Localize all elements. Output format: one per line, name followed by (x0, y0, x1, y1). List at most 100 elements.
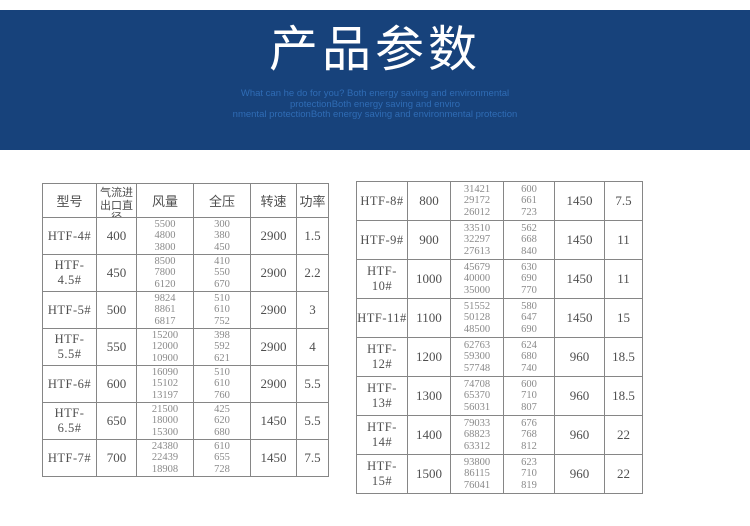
cell-power: 1.5 (296, 217, 329, 255)
cell-diameter: 500 (96, 291, 137, 329)
subtitle-line: nmental protectionBoth energy saving and… (232, 109, 518, 120)
subtitle-line: What can he do for you? Both energy savi… (240, 88, 510, 99)
cell-diameter: 900 (407, 220, 451, 260)
cell-power: 18.5 (604, 337, 643, 377)
cell-model: HTF-13# (356, 376, 408, 416)
cell-model: HTF-11# (356, 298, 408, 338)
cell-air-volume: 8500 7800 6120 (136, 254, 194, 292)
cell-air-volume: 74708 65370 56031 (450, 376, 504, 416)
cell-model: HTF-4.5# (42, 254, 97, 292)
cell-speed: 960 (554, 376, 605, 416)
cell-speed: 1450 (250, 402, 297, 440)
cell-total-pressure: 610 655 728 (193, 439, 251, 477)
cell-total-pressure: 623 710 819 (503, 454, 555, 494)
cell-speed: 960 (554, 454, 605, 494)
cell-air-volume: 31421 29172 26012 (450, 181, 504, 221)
cell-diameter: 650 (96, 402, 137, 440)
cell-diameter: 1000 (407, 259, 451, 299)
cell-power: 11 (604, 220, 643, 260)
subtitle-line: protectionBoth energy saving and enviro (289, 98, 461, 110)
table-row: HTF-5# 500 9824 8861 6817 510 610 752 2900 3 (42, 291, 329, 329)
cell-speed: 1450 (250, 439, 297, 477)
cell-model: HTF-6# (42, 365, 97, 403)
table-row: HTF-7# 700 24380 22439 18908 610 655 728 1450 7.5 (42, 439, 329, 477)
cell-power: 3 (296, 291, 329, 329)
header-diameter: 气流进出口直径 (96, 183, 137, 218)
cell-model: HTF-7# (42, 439, 97, 477)
table-row: HTF-6# 600 16090 15102 13197 510 610 760 2900 5.5 (42, 365, 329, 403)
cell-model: HTF-8# (356, 181, 408, 221)
cell-speed: 960 (554, 337, 605, 377)
table-row: HTF-10# 1000 45679 40000 35000 630 690 770 1450 1… (356, 259, 643, 299)
spec-table-left-body: HTF-4# 400 5500 4800 3800 300 380 450 2900 1.5 HTF… (42, 217, 329, 477)
cell-power: 4 (296, 328, 329, 366)
cell-power: 7.5 (296, 439, 329, 477)
table-row: HTF-8# 800 31421 29172 26012 600 661 723 1450 7.5 (356, 181, 643, 221)
cell-air-volume: 79033 68823 63312 (450, 415, 504, 455)
banner: 产品参数 What can he do for you? Both energy… (0, 10, 750, 150)
cell-model: HTF-6.5# (42, 402, 97, 440)
cell-diameter: 1300 (407, 376, 451, 416)
cell-speed: 2900 (250, 217, 297, 255)
table-row: HTF-12# 1200 62763 59300 57748 624 680 740 960 18… (356, 337, 643, 377)
header-model: 型号 (42, 183, 97, 218)
cell-air-volume: 15200 12000 10900 (136, 328, 194, 366)
cell-diameter: 1200 (407, 337, 451, 377)
cell-diameter: 600 (96, 365, 137, 403)
cell-speed: 960 (554, 415, 605, 455)
cell-power: 5.5 (296, 402, 329, 440)
cell-air-volume: 62763 59300 57748 (450, 337, 504, 377)
header-total-pressure: 全压 (193, 183, 251, 218)
cell-power: 18.5 (604, 376, 643, 416)
cell-speed: 1450 (554, 181, 605, 221)
cell-speed: 2900 (250, 365, 297, 403)
cell-total-pressure: 510 610 760 (193, 365, 251, 403)
table-row: HTF-11# 1100 51552 50128 48500 580 647 690 1450 1… (356, 298, 643, 338)
cell-model: HTF-14# (356, 415, 408, 455)
cell-diameter: 700 (96, 439, 137, 477)
cell-power: 11 (604, 259, 643, 299)
cell-air-volume: 33510 32297 27613 (450, 220, 504, 260)
cell-diameter: 450 (96, 254, 137, 292)
cell-speed: 1450 (554, 298, 605, 338)
cell-power: 22 (604, 454, 643, 494)
cell-total-pressure: 676 768 812 (503, 415, 555, 455)
cell-total-pressure: 510 610 752 (193, 291, 251, 329)
spec-table-header: 型号 气流进出口直径 风量 全压 转速 功率 (42, 183, 329, 218)
cell-diameter: 800 (407, 181, 451, 221)
table-row: HTF-13# 1300 74708 65370 56031 600 710 807 960 18… (356, 376, 643, 416)
cell-power: 2.2 (296, 254, 329, 292)
cell-power: 22 (604, 415, 643, 455)
cell-diameter: 1400 (407, 415, 451, 455)
table-row: HTF-6.5# 650 21500 18000 15300 425 620 680 1450 5… (42, 402, 329, 440)
cell-speed: 2900 (250, 328, 297, 366)
cell-model: HTF-5.5# (42, 328, 97, 366)
cell-diameter: 400 (96, 217, 137, 255)
cell-model: HTF-5# (42, 291, 97, 329)
cell-air-volume: 9824 8861 6817 (136, 291, 194, 329)
cell-total-pressure: 600 661 723 (503, 181, 555, 221)
cell-power: 7.5 (604, 181, 643, 221)
cell-diameter: 1100 (407, 298, 451, 338)
cell-speed: 2900 (250, 291, 297, 329)
table-row: HTF-4# 400 5500 4800 3800 300 380 450 2900 1.5 (42, 217, 329, 255)
table-row: HTF-14# 1400 79033 68823 63312 676 768 812 960 22 (356, 415, 643, 455)
cell-speed: 1450 (554, 259, 605, 299)
header-speed: 转速 (250, 183, 297, 218)
cell-total-pressure: 300 380 450 (193, 217, 251, 255)
cell-air-volume: 51552 50128 48500 (450, 298, 504, 338)
cell-air-volume: 21500 18000 15300 (136, 402, 194, 440)
header-row: 型号 气流进出口直径 风量 全压 转速 功率 (42, 183, 329, 218)
cell-air-volume: 45679 40000 35000 (450, 259, 504, 299)
cell-air-volume: 93800 86115 76041 (450, 454, 504, 494)
cell-air-volume: 24380 22439 18908 (136, 439, 194, 477)
cell-total-pressure: 630 690 770 (503, 259, 555, 299)
cell-total-pressure: 624 680 740 (503, 337, 555, 377)
spec-table-left: 型号 气流进出口直径 风量 全压 转速 功率 HTF-4#40055004800… (42, 183, 329, 477)
spec-table-right: HTF-8# 800 31421 29172 26012 600 661 723 1450 7.5… (356, 181, 643, 494)
cell-total-pressure: 398 592 621 (193, 328, 251, 366)
cell-total-pressure: 600 710 807 (503, 376, 555, 416)
cell-model: HTF-12# (356, 337, 408, 377)
cell-model: HTF-4# (42, 217, 97, 255)
cell-diameter: 550 (96, 328, 137, 366)
